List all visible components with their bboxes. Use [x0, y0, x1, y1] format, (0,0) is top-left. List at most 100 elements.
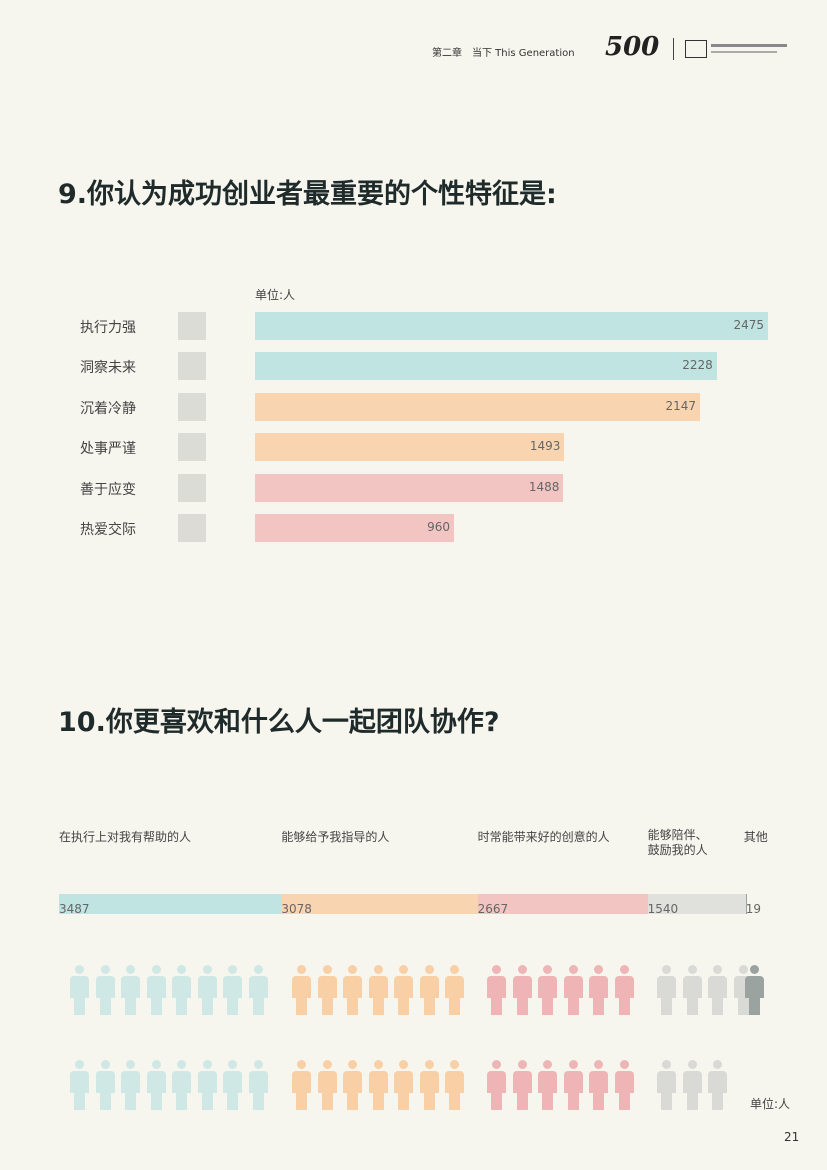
person-icon [543, 1060, 552, 1069]
person-icon [538, 1071, 557, 1093]
person-icon [589, 976, 608, 998]
person-icon [146, 1071, 166, 1093]
bar [255, 514, 454, 542]
person-icon [223, 976, 242, 998]
person-icon [253, 965, 263, 974]
bar-segment [281, 894, 478, 914]
person-icon [749, 997, 760, 1015]
person-icon [567, 1092, 579, 1110]
person-icon [126, 1060, 135, 1069]
person-icon [372, 1092, 384, 1110]
person-icon [424, 965, 434, 974]
person-icon [317, 1071, 337, 1093]
bar [255, 392, 700, 421]
person-icon [74, 1092, 85, 1110]
category-label: 洞察未来 [80, 360, 136, 377]
category-label: 处事严谨 [80, 441, 136, 458]
person-icon [125, 1092, 136, 1110]
value-label: 2475 [733, 318, 764, 332]
person-icon [95, 976, 115, 998]
person-icon [322, 1060, 332, 1069]
person-icon [373, 965, 383, 974]
category-label: 执行力强 [80, 320, 136, 336]
category-label: 能够给予我指导的人 [281, 830, 390, 844]
person-icon [662, 965, 671, 974]
person-icon [228, 965, 237, 974]
bar-segment [647, 894, 746, 914]
person-icon [450, 1060, 459, 1069]
person-icon [563, 976, 583, 998]
person-icon [589, 1071, 608, 1093]
person-icon [593, 1092, 604, 1110]
person-icon [201, 1092, 213, 1110]
person-icon [343, 1071, 362, 1093]
person-icon [614, 1071, 634, 1093]
value-label: 2228 [682, 358, 713, 373]
person-icon [197, 1071, 217, 1093]
person-icon [419, 976, 439, 998]
person-icon [423, 997, 435, 1015]
person-icon [75, 1060, 84, 1069]
person-icon [322, 965, 332, 974]
category-label: 在执行上对我有帮助的人 [59, 830, 192, 844]
person-icon [594, 965, 603, 974]
bar [255, 312, 768, 340]
person-icon [228, 1060, 237, 1069]
person-icon [252, 997, 264, 1015]
bar-segment [745, 894, 747, 914]
chapter: 第二章 当下 This Generation [432, 48, 575, 59]
value-label: 2147 [665, 398, 696, 413]
person-icon [445, 976, 464, 998]
person-icon [74, 997, 85, 1015]
person-icon [95, 1071, 115, 1093]
person-icon [568, 1060, 578, 1069]
person-icon [618, 1092, 630, 1110]
person-icon [343, 976, 362, 998]
icon [178, 392, 206, 421]
person-icon [618, 997, 630, 1015]
page-number: 21 [784, 1130, 800, 1144]
person-icon [399, 965, 408, 974]
divider [673, 38, 674, 60]
person-icon [593, 997, 604, 1015]
person-icon [348, 1060, 357, 1069]
person-icon [687, 965, 697, 974]
person-icon [150, 1092, 162, 1110]
person-icon [517, 965, 527, 974]
person-icon [99, 997, 111, 1015]
person-icon [399, 1060, 408, 1069]
person-icon [70, 1071, 89, 1093]
person-icon [686, 997, 698, 1015]
person-icon [248, 1071, 268, 1093]
person-icon [661, 997, 672, 1015]
person-icon [682, 976, 702, 998]
person-icon [172, 1071, 191, 1093]
unit: 单位:人 [750, 1097, 791, 1111]
person-icon [568, 965, 578, 974]
person-icon [708, 1071, 727, 1093]
person-icon [687, 1060, 697, 1069]
person-icon [512, 976, 532, 998]
category-label: 热爱交际 [80, 522, 136, 538]
person-icon [121, 1071, 140, 1093]
person-icon [126, 965, 135, 974]
person-icon [70, 976, 89, 998]
person-icon [292, 976, 311, 998]
person-icon [394, 1071, 413, 1093]
person-icon [398, 1092, 409, 1110]
person-icon [542, 997, 553, 1015]
person-icon [373, 1060, 383, 1069]
value-label: 1493 [529, 439, 561, 454]
person-icon [419, 1071, 439, 1093]
person-icon [317, 976, 337, 998]
category-label: 能够陪伴、鼓励我的人 [647, 828, 708, 857]
person-icon [492, 1060, 501, 1069]
person-icon [176, 997, 187, 1015]
value-label: 3078 [281, 902, 312, 916]
person-icon [125, 997, 136, 1015]
logo-line [711, 51, 777, 53]
person-icon [750, 965, 759, 974]
person-icon [321, 1092, 333, 1110]
person-icon [738, 965, 748, 974]
person-icon [248, 976, 268, 998]
